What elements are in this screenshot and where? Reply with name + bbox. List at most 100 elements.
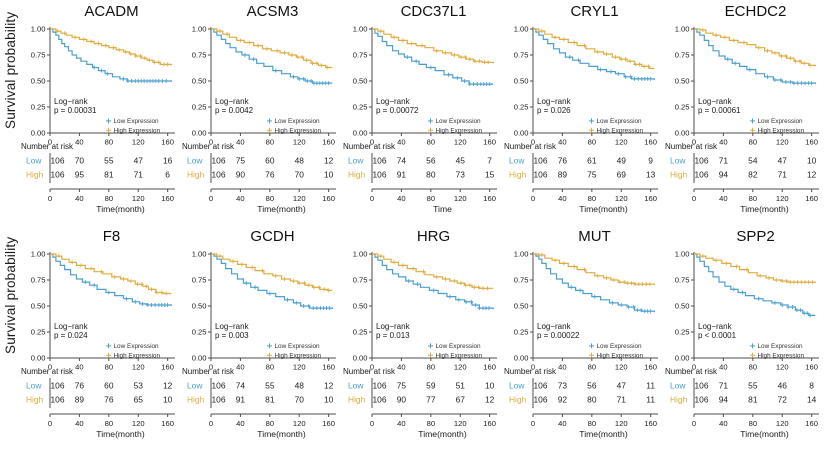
high-censor-marks xyxy=(378,254,490,291)
x-tick-label: 0 xyxy=(209,138,213,147)
x-tick-label: 40 xyxy=(75,138,83,147)
risk-row-label: High xyxy=(670,395,688,405)
x-tick-label: 0 xyxy=(692,138,696,147)
x-tick-label: 40 xyxy=(236,138,244,147)
risk-row-label: Low xyxy=(348,156,364,166)
time-tick-label: 160 xyxy=(322,419,335,428)
x-tick-label: 80 xyxy=(105,138,113,147)
time-tick-label: 120 xyxy=(132,419,145,428)
x-tick-label: 80 xyxy=(749,363,757,372)
x-axis-title: Time xyxy=(433,204,452,214)
risk-count: 76 xyxy=(75,381,85,391)
risk-count: 106 xyxy=(212,156,226,166)
figure-row-2: Survival probability F8 1.00 0.75 0.50 0.25… xyxy=(0,225,825,450)
risk-count: 76 xyxy=(104,395,114,405)
y-tick-label: 0.25 xyxy=(675,103,690,112)
y-tick-label: 0.25 xyxy=(514,103,529,112)
risk-count: 106 xyxy=(534,381,548,391)
x-tick-label: 40 xyxy=(236,363,244,372)
y-tick-label: 0.50 xyxy=(675,77,690,86)
risk-count: 89 xyxy=(75,395,85,405)
risk-count: 65 xyxy=(134,395,144,405)
risk-count: 54 xyxy=(748,156,758,166)
y-tick-label: 0.00 xyxy=(514,354,529,363)
risk-count: 14 xyxy=(807,395,817,405)
x-tick-label: 120 xyxy=(454,138,467,147)
risk-count: 106 xyxy=(373,395,387,405)
risk-row-high: High 106 91 80 73 15 xyxy=(348,170,495,180)
high-censor-marks xyxy=(56,254,169,296)
time-tick-label: 160 xyxy=(805,419,818,428)
y-tick-label: 0.75 xyxy=(514,51,529,60)
risk-row-label: Low xyxy=(26,156,42,166)
x-tick-label: 40 xyxy=(719,138,727,147)
risk-row-high: High 106 90 77 67 12 xyxy=(348,395,495,405)
time-tick-label: 80 xyxy=(266,194,274,203)
time-tick-label: 40 xyxy=(75,194,83,203)
risk-table-header: Number at risk xyxy=(182,367,235,376)
y-tick-label: 0.75 xyxy=(31,51,46,60)
risk-count: 47 xyxy=(778,156,788,166)
risk-count: 106 xyxy=(695,395,709,405)
high-censor-marks xyxy=(700,254,815,285)
x-tick-label: 120 xyxy=(615,138,628,147)
time-tick-label: 0 xyxy=(370,419,374,428)
risk-count: 56 xyxy=(587,381,597,391)
time-tick-label: 80 xyxy=(427,419,435,428)
risk-row-low: Low 106 71 55 46 8 xyxy=(670,381,814,391)
risk-count: 10 xyxy=(324,395,334,405)
x-tick-label: 40 xyxy=(558,363,566,372)
legend-item-high-expression: High Expression xyxy=(750,352,804,359)
y-tick-label: 0.00 xyxy=(192,354,207,363)
risk-count: 70 xyxy=(75,156,85,166)
y-tick-label: 1.00 xyxy=(514,25,529,34)
time-tick-label: 120 xyxy=(776,194,789,203)
high-censor-marks xyxy=(55,29,170,67)
time-axis xyxy=(371,413,497,417)
risk-table-header: Number at risk xyxy=(504,142,557,151)
x-tick-label: 40 xyxy=(719,363,727,372)
time-tick-label: 80 xyxy=(105,194,113,203)
risk-count: 11 xyxy=(646,395,655,405)
survival-plot: 1.000.750.500.250.000 40 80 120 160Log−rankp… xyxy=(21,25,175,214)
risk-table-header: Number at risk xyxy=(665,142,718,151)
high-censor-marks xyxy=(217,254,331,293)
high-expression-curve xyxy=(372,253,494,289)
risk-count: 94 xyxy=(719,170,729,180)
y-tick-label: 0.25 xyxy=(514,328,529,337)
risk-count: 75 xyxy=(587,170,597,180)
y-tick-label: 0.00 xyxy=(675,354,690,363)
low-expression-curve xyxy=(694,253,816,316)
survival-probability-label: Survival probability xyxy=(2,11,18,129)
x-tick-label: 80 xyxy=(749,138,757,147)
risk-table-header: Number at risk xyxy=(343,142,396,151)
legend-item-low-expression: Low Expression xyxy=(106,118,159,125)
y-tick-label: 0.75 xyxy=(192,51,207,60)
x-axis-title: Time(month) xyxy=(418,429,467,439)
risk-count: 10 xyxy=(324,170,334,180)
risk-row-high: High 106 90 76 70 10 xyxy=(187,170,334,180)
plot-axes xyxy=(530,252,658,361)
y-tick-label: 0.75 xyxy=(675,276,690,285)
y-tick-label: 0.25 xyxy=(192,103,207,112)
risk-count: 13 xyxy=(646,170,656,180)
y-tick-label: 0.00 xyxy=(353,129,368,138)
y-tick-label: 0.50 xyxy=(31,302,46,311)
x-axis-title: Time(month) xyxy=(579,429,628,439)
p-value-label: p = 0.00031 xyxy=(54,106,97,115)
survival-plot: 1.000.750.500.250.000 40 80 120 160Log−rankp… xyxy=(665,250,819,439)
risk-count: 55 xyxy=(104,156,114,166)
time-tick-label: 120 xyxy=(293,419,306,428)
y-tick-label: 0.50 xyxy=(675,302,690,311)
risk-row-label: High xyxy=(187,170,205,180)
legend-label: Low Expression xyxy=(597,343,643,350)
survival-plot: 1.000.750.500.250.000 40 80 120 160Log−rankp… xyxy=(504,250,658,439)
legend-label: Low Expression xyxy=(436,118,482,125)
x-axis-title: Time(month) xyxy=(579,204,628,214)
risk-table-header: Number at risk xyxy=(504,367,557,376)
risk-count: 12 xyxy=(324,381,334,391)
high-censor-marks xyxy=(700,28,813,68)
risk-row-high: High 106 94 82 71 12 xyxy=(670,170,817,180)
x-axis-title: Time(month) xyxy=(96,204,145,214)
